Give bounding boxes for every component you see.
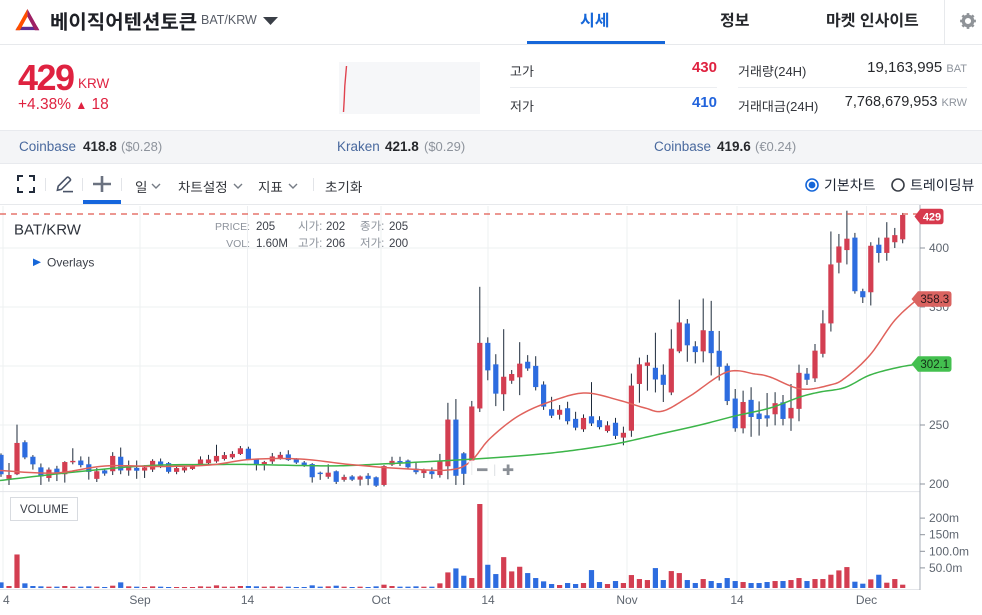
svg-text:150m: 150m bbox=[929, 528, 959, 542]
svg-text:BAT/KRW: BAT/KRW bbox=[14, 222, 82, 239]
svg-text:Nov: Nov bbox=[616, 593, 637, 607]
svg-text:고가:: 고가: bbox=[298, 237, 322, 250]
svg-text:202: 202 bbox=[326, 221, 345, 233]
svg-text:200: 200 bbox=[929, 477, 949, 491]
svg-text:14: 14 bbox=[241, 593, 255, 607]
svg-text:VOLUME: VOLUME bbox=[20, 504, 69, 516]
svg-text:14: 14 bbox=[481, 593, 495, 607]
svg-text:1.60M: 1.60M bbox=[256, 238, 288, 250]
svg-text:100.0m: 100.0m bbox=[929, 544, 969, 558]
svg-text:저가:: 저가: bbox=[360, 237, 384, 250]
svg-text:429: 429 bbox=[923, 212, 941, 224]
svg-text:시가:: 시가: bbox=[298, 220, 322, 233]
svg-text:206: 206 bbox=[326, 238, 345, 250]
svg-text:14: 14 bbox=[730, 593, 744, 607]
svg-text:50.0m: 50.0m bbox=[929, 561, 962, 575]
svg-text:VOL:: VOL: bbox=[226, 238, 250, 250]
svg-text:4: 4 bbox=[3, 593, 10, 607]
svg-text:Sep: Sep bbox=[129, 593, 151, 607]
svg-text:200: 200 bbox=[389, 238, 408, 250]
svg-text:200m: 200m bbox=[929, 511, 959, 525]
svg-text:400: 400 bbox=[929, 241, 949, 255]
svg-text:종가:: 종가: bbox=[360, 220, 384, 233]
svg-text:Overlays: Overlays bbox=[47, 256, 94, 270]
svg-text:PRICE:: PRICE: bbox=[215, 221, 250, 233]
svg-text:302.1: 302.1 bbox=[920, 359, 949, 371]
svg-text:205: 205 bbox=[389, 221, 408, 233]
svg-text:205: 205 bbox=[256, 221, 275, 233]
svg-text:Dec: Dec bbox=[856, 593, 877, 607]
svg-text:Oct: Oct bbox=[372, 593, 391, 607]
svg-text:358.3: 358.3 bbox=[920, 294, 949, 306]
svg-text:250: 250 bbox=[929, 418, 949, 432]
